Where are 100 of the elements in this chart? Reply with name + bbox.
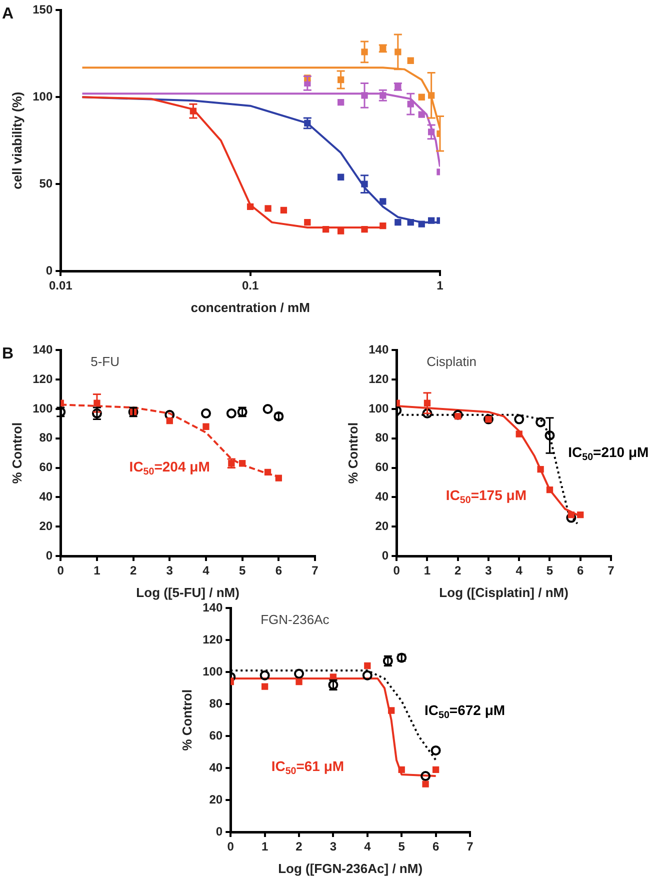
x-tick-label: 1 xyxy=(94,564,101,578)
point xyxy=(260,670,270,680)
x-tick-label: 6 xyxy=(275,564,282,578)
point xyxy=(514,414,524,424)
x-tick-label: 4 xyxy=(364,840,372,854)
x-tick-label: 3 xyxy=(330,840,337,854)
y-tick-label: 40 xyxy=(39,490,53,504)
chart-title: 5-FU xyxy=(90,354,120,369)
x-tick-label: 5 xyxy=(546,564,554,578)
point xyxy=(422,408,432,418)
point xyxy=(294,668,304,679)
point xyxy=(568,512,575,518)
y-tick-label: 40 xyxy=(375,490,389,504)
y-tick-label: 60 xyxy=(209,728,223,742)
y-tick-label: 100 xyxy=(202,664,223,678)
y-tick-label: 80 xyxy=(375,430,389,445)
y-tick-label: 100 xyxy=(32,89,53,104)
y-axis-title: cell viability (%) xyxy=(9,92,24,190)
point xyxy=(200,408,211,418)
y-tick-label: 100 xyxy=(368,401,389,416)
x-tick-label: 0 xyxy=(227,840,234,854)
point xyxy=(537,466,544,473)
x-axis-title: Log ([5-FU] / nM) xyxy=(136,584,240,600)
x-axis-title: Log ([FGN-236Ac] / nM) xyxy=(278,860,423,876)
x-tick-label: 2 xyxy=(130,564,137,578)
x-tick-label: 2 xyxy=(454,564,462,578)
point xyxy=(166,417,173,424)
point xyxy=(164,410,175,420)
y-axis-title: % Control xyxy=(179,689,194,751)
y-tick-label: 120 xyxy=(368,372,389,386)
text: A xyxy=(2,5,14,22)
y-tick-label: 0 xyxy=(46,263,53,278)
point xyxy=(544,430,555,440)
y-tick-label: 140 xyxy=(32,342,53,357)
y-tick-label: 40 xyxy=(209,760,223,774)
y-tick-label: 140 xyxy=(202,600,223,615)
x-axis-title: concentration / mM xyxy=(190,300,310,315)
x-tick-label: 7 xyxy=(608,564,615,578)
y-tick-label: 0 xyxy=(216,824,223,838)
point xyxy=(202,423,210,430)
y-tick-label: 120 xyxy=(32,372,53,386)
y-tick-label: 80 xyxy=(39,430,53,445)
chart-title: FGN-236Ac xyxy=(260,612,330,627)
y-tick-label: 80 xyxy=(209,696,223,710)
y-tick-label: 20 xyxy=(375,518,389,533)
point xyxy=(452,410,463,420)
x-tick-label: 4 xyxy=(516,564,523,578)
text: B xyxy=(2,345,14,362)
y-axis-title: % Control xyxy=(345,422,360,484)
x-tick-label: 6 xyxy=(432,840,440,854)
y-tick-label: 100 xyxy=(32,401,53,416)
point xyxy=(388,707,395,714)
y-tick-label: 120 xyxy=(202,632,223,646)
y-tick-label: 60 xyxy=(39,460,53,474)
y-tick-label: 0 xyxy=(46,548,53,562)
point xyxy=(261,683,268,690)
y-tick-label: 0 xyxy=(382,548,389,562)
x-tick-label: 1 xyxy=(261,840,268,854)
y-axis-title: % Control xyxy=(9,422,24,484)
x-tick-label: 1 xyxy=(436,278,444,293)
x-tick-label: 5 xyxy=(398,840,406,854)
y-tick-label: 140 xyxy=(368,342,389,357)
x-tick-label: 3 xyxy=(166,564,174,578)
x-tick-label: 0.1 xyxy=(242,278,259,293)
point xyxy=(566,512,576,523)
point xyxy=(364,662,371,670)
point xyxy=(264,468,272,476)
point xyxy=(536,417,546,428)
x-tick-label: 7 xyxy=(466,840,474,854)
y-tick-label: 20 xyxy=(209,792,223,806)
x-tick-label: 0 xyxy=(57,564,64,578)
y-tick-label: 150 xyxy=(32,2,53,17)
point xyxy=(577,512,584,518)
x-tick-label: 5 xyxy=(238,564,246,578)
point xyxy=(296,678,302,686)
x-tick-label: 6 xyxy=(577,564,584,578)
point xyxy=(516,430,522,438)
point xyxy=(420,771,431,782)
point xyxy=(398,766,405,773)
point xyxy=(430,745,441,756)
y-tick-label: 20 xyxy=(39,518,53,533)
point xyxy=(238,460,246,467)
y-tick-label: 60 xyxy=(375,460,389,474)
y-tick-label: 50 xyxy=(39,176,53,190)
point xyxy=(422,780,429,788)
point xyxy=(546,486,554,494)
x-tick-label: 3 xyxy=(485,564,492,578)
x-tick-label: 0.01 xyxy=(48,278,73,293)
point xyxy=(226,408,236,418)
point xyxy=(432,766,440,773)
chart-title: Cisplatin xyxy=(426,354,476,369)
point xyxy=(275,474,282,482)
x-axis-title: Log ([Cisplatin] / nM) xyxy=(439,584,568,600)
x-tick-label: 7 xyxy=(312,564,319,578)
point xyxy=(262,404,273,414)
x-tick-label: 4 xyxy=(202,564,210,578)
x-tick-label: 1 xyxy=(424,564,431,578)
point xyxy=(362,670,372,680)
x-tick-label: 0 xyxy=(393,564,400,578)
x-tick-label: 2 xyxy=(296,840,303,854)
